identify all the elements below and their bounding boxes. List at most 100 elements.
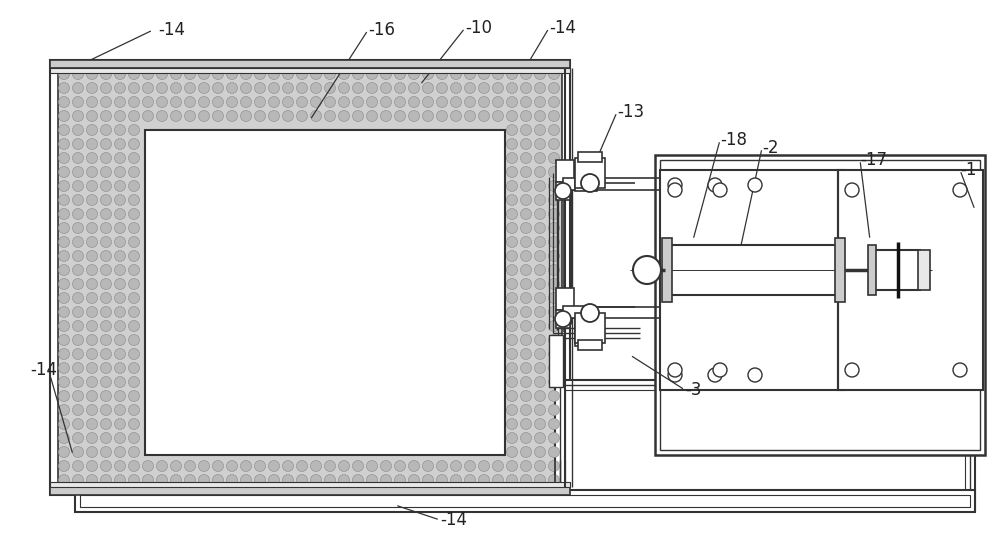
Circle shape <box>507 432 518 444</box>
Circle shape <box>520 279 532 289</box>
Circle shape <box>548 446 560 458</box>
Circle shape <box>492 474 504 486</box>
Circle shape <box>72 279 84 289</box>
Circle shape <box>58 460 70 472</box>
Circle shape <box>450 474 462 486</box>
Circle shape <box>170 474 182 486</box>
Circle shape <box>58 110 70 121</box>
Circle shape <box>450 110 462 121</box>
Circle shape <box>548 110 560 121</box>
Circle shape <box>479 474 490 486</box>
Circle shape <box>87 377 98 388</box>
Circle shape <box>450 460 462 472</box>
Circle shape <box>409 474 420 486</box>
Circle shape <box>72 223 84 233</box>
Circle shape <box>198 474 210 486</box>
Circle shape <box>507 279 518 289</box>
Circle shape <box>548 96 560 107</box>
Circle shape <box>534 279 546 289</box>
Circle shape <box>310 68 322 79</box>
Bar <box>80 495 970 507</box>
Circle shape <box>58 307 70 317</box>
Circle shape <box>268 68 280 79</box>
Circle shape <box>534 96 546 107</box>
Circle shape <box>479 68 490 79</box>
Bar <box>50 482 570 487</box>
Circle shape <box>283 110 294 121</box>
Circle shape <box>548 265 560 275</box>
Circle shape <box>708 178 722 192</box>
Circle shape <box>100 307 112 317</box>
Circle shape <box>296 460 308 472</box>
Circle shape <box>72 432 84 444</box>
Circle shape <box>87 68 98 79</box>
Circle shape <box>87 279 98 289</box>
Circle shape <box>296 474 308 486</box>
Circle shape <box>534 307 546 317</box>
Circle shape <box>394 82 406 93</box>
Text: -18: -18 <box>720 131 747 149</box>
Circle shape <box>520 237 532 247</box>
Circle shape <box>708 368 722 382</box>
Circle shape <box>100 335 112 345</box>
Circle shape <box>548 335 560 345</box>
Circle shape <box>507 293 518 303</box>
Circle shape <box>520 195 532 205</box>
Circle shape <box>520 82 532 93</box>
Circle shape <box>668 183 682 197</box>
Bar <box>655 155 985 455</box>
Circle shape <box>184 96 196 107</box>
Circle shape <box>324 460 336 472</box>
Circle shape <box>324 68 336 79</box>
Bar <box>868 245 876 295</box>
Circle shape <box>534 181 546 191</box>
Circle shape <box>380 474 392 486</box>
Circle shape <box>953 363 967 377</box>
Text: -1: -1 <box>960 161 976 179</box>
Circle shape <box>100 223 112 233</box>
Circle shape <box>100 139 112 149</box>
Circle shape <box>352 68 364 79</box>
Circle shape <box>87 321 98 331</box>
Circle shape <box>114 181 126 191</box>
Text: -16: -16 <box>368 21 395 39</box>
Circle shape <box>72 377 84 388</box>
Circle shape <box>114 167 126 177</box>
Circle shape <box>184 474 196 486</box>
Circle shape <box>520 209 532 219</box>
Circle shape <box>507 195 518 205</box>
Text: -10: -10 <box>465 19 492 37</box>
Circle shape <box>520 96 532 107</box>
Bar <box>556 288 574 310</box>
Circle shape <box>380 68 392 79</box>
Circle shape <box>58 418 70 430</box>
Circle shape <box>100 279 112 289</box>
Circle shape <box>366 96 378 107</box>
Circle shape <box>548 460 560 472</box>
Circle shape <box>366 474 378 486</box>
Circle shape <box>436 474 448 486</box>
Circle shape <box>409 460 420 472</box>
Circle shape <box>143 110 154 121</box>
Bar <box>575 158 605 188</box>
Circle shape <box>507 321 518 331</box>
Circle shape <box>548 474 560 486</box>
Bar <box>578 152 602 162</box>
Circle shape <box>58 68 70 79</box>
Circle shape <box>520 418 532 430</box>
Circle shape <box>520 377 532 388</box>
Circle shape <box>128 68 140 79</box>
Circle shape <box>114 432 126 444</box>
Circle shape <box>520 321 532 331</box>
Circle shape <box>87 167 98 177</box>
Circle shape <box>464 460 476 472</box>
Circle shape <box>450 82 462 93</box>
Circle shape <box>507 363 518 374</box>
Circle shape <box>534 139 546 149</box>
Circle shape <box>114 209 126 219</box>
Circle shape <box>226 474 238 486</box>
Circle shape <box>72 390 84 402</box>
Circle shape <box>198 82 210 93</box>
Circle shape <box>100 390 112 402</box>
Circle shape <box>668 363 682 377</box>
